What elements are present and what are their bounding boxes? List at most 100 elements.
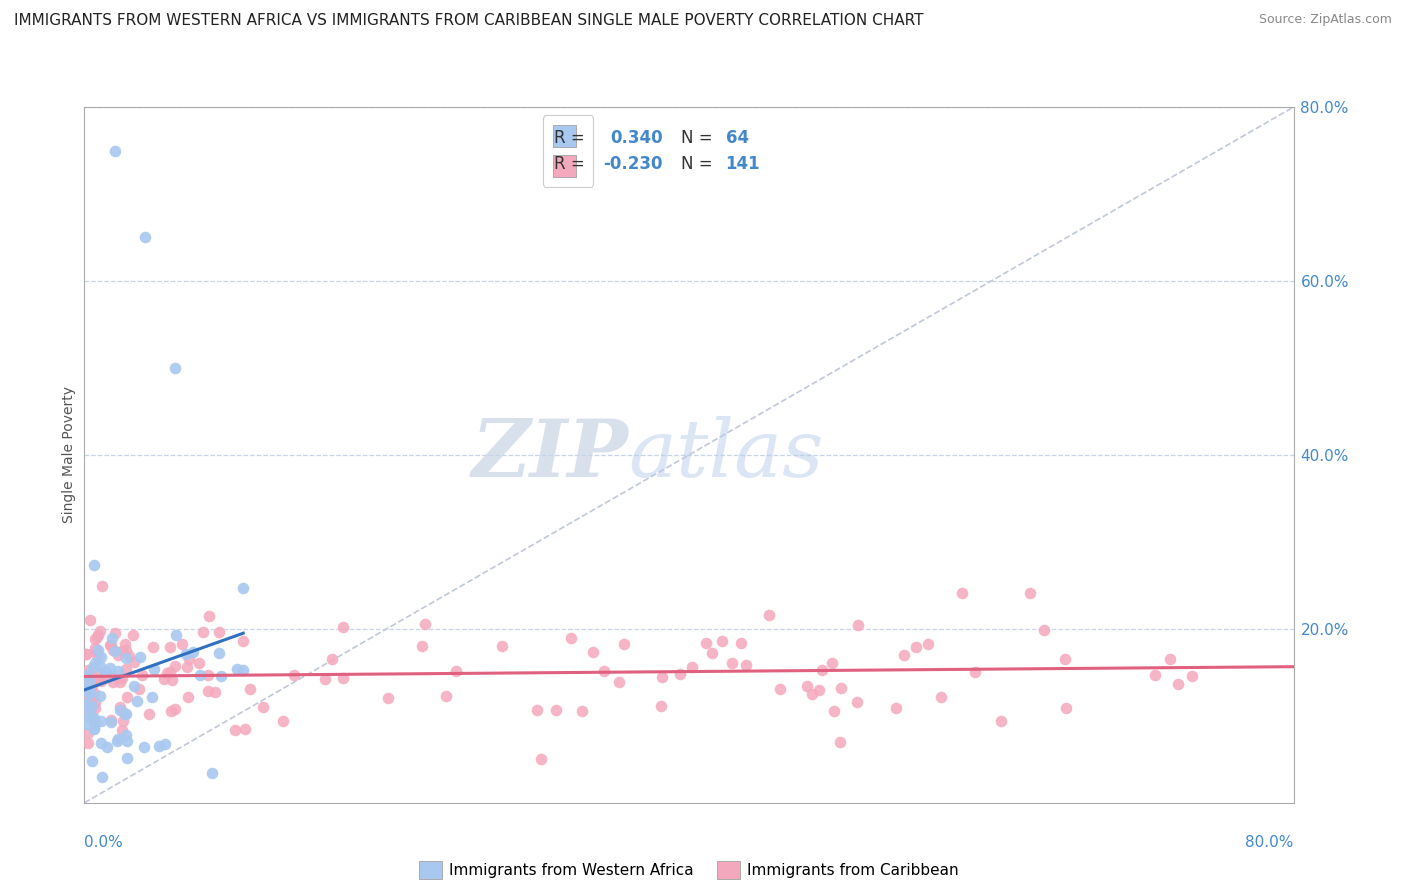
Text: atlas: atlas [628, 417, 824, 493]
Point [114, 662, 136, 676]
Point [83, 695, 105, 709]
Point [122, 679, 145, 693]
Point [100, 715, 122, 730]
Point [79, 613, 101, 627]
Point [650, 699, 672, 714]
Point [607, 675, 630, 690]
Point [711, 634, 734, 648]
Y-axis label: Single Male Poverty: Single Male Poverty [62, 386, 76, 524]
Point [79, 684, 101, 698]
Point [990, 714, 1012, 728]
Point [100, 638, 122, 652]
Point [950, 586, 973, 600]
Point [1019, 585, 1042, 599]
Point [929, 690, 952, 704]
Point [104, 626, 127, 640]
Point [314, 672, 336, 686]
Point [94, 665, 117, 680]
Point [963, 665, 986, 679]
Text: 141: 141 [725, 155, 761, 173]
Text: 0.0%: 0.0% [84, 836, 124, 850]
Point [111, 671, 134, 685]
Text: R =: R = [554, 129, 591, 147]
Text: IMMIGRANTS FROM WESTERN AFRICA VS IMMIGRANTS FROM CARIBBEAN SINGLE MALE POVERTY : IMMIGRANTS FROM WESTERN AFRICA VS IMMIGR… [14, 13, 924, 29]
Point [86, 648, 108, 663]
Point [83, 701, 105, 715]
Point [107, 665, 129, 679]
Point [848, 617, 870, 632]
Point [76, 668, 98, 682]
Point [904, 640, 927, 655]
Point [80, 692, 103, 706]
Point [1054, 701, 1077, 715]
Point [188, 668, 211, 682]
Point [77, 687, 100, 701]
Point [84, 716, 107, 731]
Text: R =: R = [554, 155, 591, 173]
Point [80, 709, 103, 723]
Text: -0.230: -0.230 [603, 155, 662, 173]
Point [197, 609, 219, 624]
Point [592, 665, 614, 679]
Point [111, 723, 134, 737]
Point [83, 721, 105, 735]
Point [107, 732, 129, 747]
Point [89, 665, 111, 680]
Point [141, 640, 163, 654]
Point [332, 672, 354, 686]
Point [82, 659, 104, 673]
Point [87, 673, 110, 687]
Text: ZIP: ZIP [471, 417, 628, 493]
Point [129, 650, 152, 665]
Point [148, 739, 170, 754]
Text: 64: 64 [725, 129, 748, 147]
Point [115, 650, 138, 665]
Point [828, 735, 851, 749]
Point [807, 682, 830, 697]
Point [77, 707, 100, 722]
Point [204, 685, 226, 699]
Point [613, 637, 636, 651]
Point [112, 706, 135, 721]
Point [79, 704, 101, 718]
Point [91, 770, 114, 784]
Point [796, 679, 818, 693]
Point [76, 710, 98, 724]
Point [83, 723, 105, 737]
Point [155, 737, 177, 751]
Point [83, 711, 105, 725]
Point [208, 625, 231, 640]
Point [188, 656, 211, 670]
Point [884, 701, 907, 715]
Point [84, 643, 107, 657]
Point [77, 664, 100, 678]
Point [115, 643, 138, 657]
Point [769, 681, 792, 696]
Point [90, 673, 112, 688]
Point [165, 628, 187, 642]
Point [224, 723, 246, 737]
Point [172, 637, 194, 651]
Point [89, 624, 111, 638]
Point [80, 699, 103, 714]
Point [115, 690, 138, 704]
Point [232, 581, 254, 595]
Point [84, 656, 107, 670]
Point [112, 714, 135, 728]
Point [114, 637, 136, 651]
Point [571, 704, 593, 718]
Point [159, 704, 181, 718]
Point [131, 668, 153, 682]
Point [159, 665, 181, 679]
Point [581, 644, 603, 658]
Point [209, 669, 232, 683]
Point [1167, 677, 1189, 691]
Point [101, 642, 124, 657]
Point [444, 665, 467, 679]
Point [651, 670, 673, 684]
Point [114, 728, 136, 742]
Text: N =: N = [681, 129, 717, 147]
Point [101, 631, 124, 645]
Point [252, 699, 274, 714]
Point [104, 144, 127, 158]
